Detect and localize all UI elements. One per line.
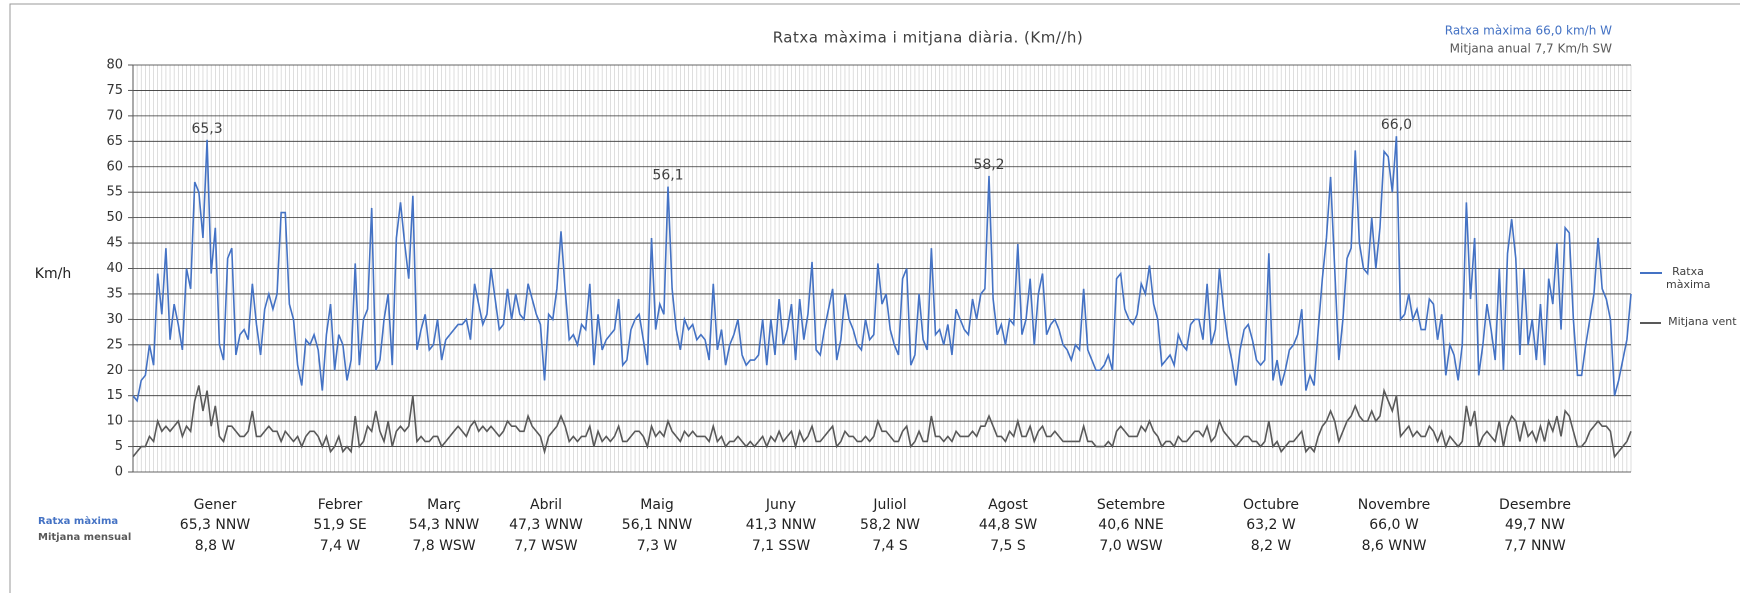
y-tick-label: 80 (106, 58, 123, 73)
y-tick-label: 70 (106, 108, 123, 123)
y-tick-label: 35 (106, 286, 123, 301)
row-label: Ratxa màxima (38, 516, 119, 527)
month-max: 49,7 NW (1505, 517, 1565, 533)
y-tick-label: 55 (106, 185, 123, 200)
month-name: Març (427, 497, 461, 513)
legend-label: Mitjana vent (1668, 315, 1737, 328)
month-name: Febrer (317, 497, 363, 513)
month-mean: 7,3 W (636, 538, 678, 554)
y-tick-label: 25 (106, 337, 123, 352)
month-max: 41,3 NNW (745, 517, 817, 533)
chart-title: Ratxa màxima i mitjana diària. (Km//h) (773, 29, 1084, 47)
month-mean: 7,1 SSW (751, 538, 811, 554)
y-tick-label: 20 (106, 363, 123, 378)
frame (9, 3, 1740, 593)
month-name: Novembre (1357, 497, 1431, 513)
summary-max: Ratxa màxima 66,0 km/h W (1445, 24, 1612, 38)
month-max: 56,1 NNW (621, 517, 693, 533)
month-name: Juliol (873, 497, 907, 513)
y-tick-label: 45 (106, 236, 123, 251)
peak-label: 65,3 (191, 121, 222, 137)
month-mean: 8,2 W (1250, 538, 1292, 554)
month-mean: 7,4 W (319, 538, 361, 554)
month-mean: 7,5 S (990, 538, 1026, 554)
y-axis-label: Km/h (35, 266, 71, 282)
row-label: Mitjana mensual (38, 532, 132, 543)
month-name: Desembre (1499, 497, 1571, 513)
month-name: Gener (193, 497, 237, 513)
y-tick-label: 30 (106, 312, 123, 327)
month-max: 47,3 WNW (509, 517, 583, 533)
month-max: 58,2 NW (860, 517, 920, 533)
month-mean: 8,6 WNW (1361, 538, 1427, 554)
y-tick-label: 50 (106, 210, 123, 225)
series-line (132, 385, 1632, 459)
y-tick-label: 40 (106, 261, 123, 276)
series-line (132, 136, 1632, 403)
y-tick-label: 5 (115, 439, 123, 454)
month-max: 54,3 NNW (408, 517, 480, 533)
month-mean: 8,8 W (194, 538, 236, 554)
legend-swatch (1640, 272, 1662, 274)
month-name: Juny (765, 497, 797, 513)
y-tick-label: 0 (115, 465, 123, 480)
legend-swatch (1640, 322, 1661, 324)
month-name: Maig (640, 497, 674, 513)
month-max: 63,2 W (1246, 517, 1296, 533)
peak-label: 66,0 (1381, 117, 1412, 133)
month-name: Octubre (1242, 497, 1300, 513)
month-max: 65,3 NNW (179, 517, 251, 533)
summary-mean: Mitjana anual 7,7 Km/h SW (1450, 42, 1612, 56)
month-max: 51,9 SE (313, 517, 367, 533)
peak-label: 58,2 (973, 157, 1004, 173)
month-mean: 7,7 NNW (1504, 538, 1566, 554)
y-tick-label: 75 (106, 83, 123, 98)
month-name: Abril (530, 497, 562, 513)
legend-label: Ratxa màxima (1666, 265, 1711, 291)
y-tick-label: 60 (106, 159, 123, 174)
y-tick-label: 65 (106, 134, 123, 149)
month-mean: 7,4 S (872, 538, 908, 554)
legend-item[interactable]: Ratxa màxima (1640, 265, 1710, 291)
y-tick-label: 10 (106, 414, 123, 429)
month-max: 66,0 W (1369, 517, 1419, 533)
month-name: Setembre (1096, 497, 1166, 513)
month-max: 44,8 SW (978, 517, 1038, 533)
month-mean: 7,7 WSW (514, 538, 578, 554)
month-max: 40,6 NNE (1098, 517, 1164, 533)
month-mean: 7,0 WSW (1099, 538, 1163, 554)
month-mean: 7,8 WSW (412, 538, 476, 554)
y-tick-label: 15 (106, 388, 123, 403)
legend-item[interactable]: Mitjana vent (1640, 315, 1740, 328)
peak-label: 56,1 (652, 168, 683, 184)
month-name: Agost (988, 497, 1028, 513)
